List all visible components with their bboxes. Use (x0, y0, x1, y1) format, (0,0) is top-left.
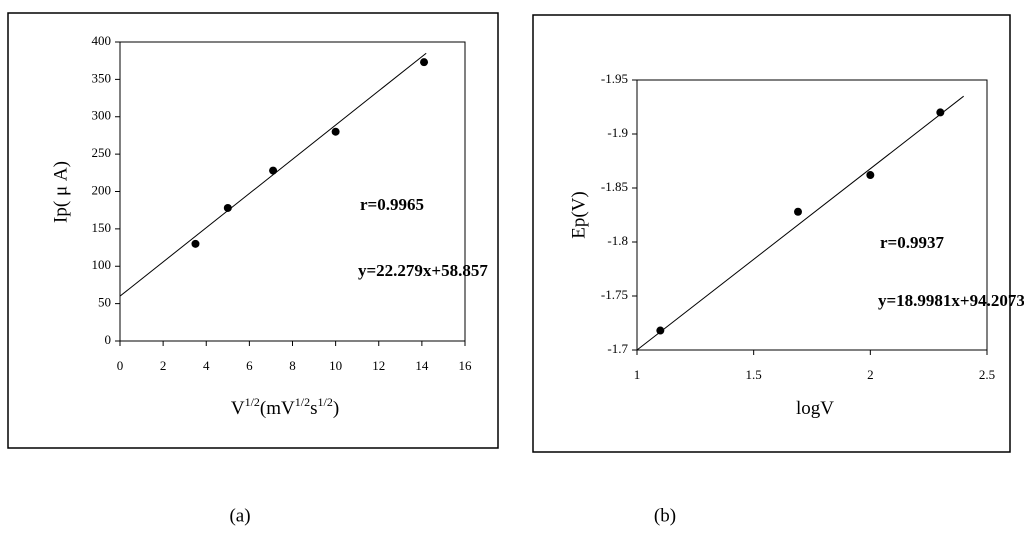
chart-frame (532, 14, 1011, 453)
x-tick-label: 0 (117, 358, 124, 373)
y-tick-label: 250 (92, 145, 112, 160)
x-axis-label: logV (796, 398, 834, 419)
plot-area (119, 41, 466, 342)
x-axis-label-sup: 1/2 (317, 395, 332, 409)
x-tick-label: 2 (160, 358, 167, 373)
x-tick-label: 8 (289, 358, 296, 373)
y-tick-label: -1.7 (607, 341, 628, 356)
y-tick-label: 200 (92, 182, 112, 197)
data-point (794, 207, 802, 216)
x-axis-label-part: ) (333, 398, 339, 419)
x-tick-label: 2.5 (979, 367, 995, 382)
data-point (656, 326, 665, 335)
y-tick-label: 150 (92, 220, 112, 235)
data-point (223, 203, 232, 212)
annotation: y=18.9981x+94.2073 (878, 291, 1024, 310)
fit-line (636, 95, 964, 351)
x-tick-label: 10 (329, 358, 342, 373)
x-tick-label: 1 (634, 367, 641, 382)
data-point (936, 108, 945, 117)
annotation: y=22.279x+58.857 (358, 261, 488, 280)
y-axis-label: Ip( μ A) (50, 161, 71, 223)
data-point (420, 58, 429, 67)
y-tick-label: -1.95 (601, 71, 628, 86)
y-tick-label: 300 (92, 108, 112, 123)
annotation: r=0.9937 (880, 233, 944, 252)
data-point (866, 171, 875, 180)
x-tick-label: 14 (415, 358, 429, 373)
x-tick-label: 2 (867, 367, 874, 382)
x-axis-label-sup: 1/2 (295, 395, 310, 409)
plot-area (636, 79, 988, 351)
caption: (a) (229, 505, 250, 526)
y-tick-label: 400 (92, 33, 112, 48)
x-axis-label-part: (mV (260, 398, 295, 419)
x-axis-label-part: s (310, 398, 317, 419)
y-tick-label: -1.75 (601, 287, 628, 302)
x-tick-label: 1.5 (746, 367, 762, 382)
data-point (191, 239, 200, 248)
x-tick-label: 12 (372, 358, 385, 373)
y-tick-label: -1.85 (601, 179, 628, 194)
x-tick-label: 6 (246, 358, 253, 373)
x-axis-label-part: logV (796, 398, 834, 419)
x-axis-label: V1/2(mV1/2s1/2) (231, 395, 339, 420)
fit-line (119, 52, 427, 297)
y-tick-label: -1.8 (607, 233, 628, 248)
x-tick-label: 16 (459, 358, 473, 373)
chart-frame (7, 12, 499, 449)
chart: 0 50 100 150 200 250 300 350 400 0 2 4 6 8 10 12 14 16 Ip(… (7, 12, 499, 526)
y-tick-label: 100 (92, 257, 112, 272)
caption: (b) (654, 505, 676, 526)
x-axis-label-sup: 1/2 (245, 395, 260, 409)
data-point (331, 127, 340, 136)
y-axis-label: Ep(V) (568, 191, 589, 238)
annotation: r=0.9965 (360, 195, 424, 214)
chart: -1.7 -1.75 -1.8 -1.85 -1.9 -1.95 1 1.5 2 2.5 Ep(V)… (532, 14, 1024, 526)
y-tick-label: -1.9 (607, 125, 628, 140)
y-tick-label: 50 (98, 295, 111, 310)
y-tick-label: 0 (105, 332, 112, 347)
x-tick-label: 4 (203, 358, 210, 373)
y-tick-label: 350 (92, 70, 112, 85)
data-point (269, 166, 278, 175)
x-axis-label-part: V (231, 398, 245, 419)
